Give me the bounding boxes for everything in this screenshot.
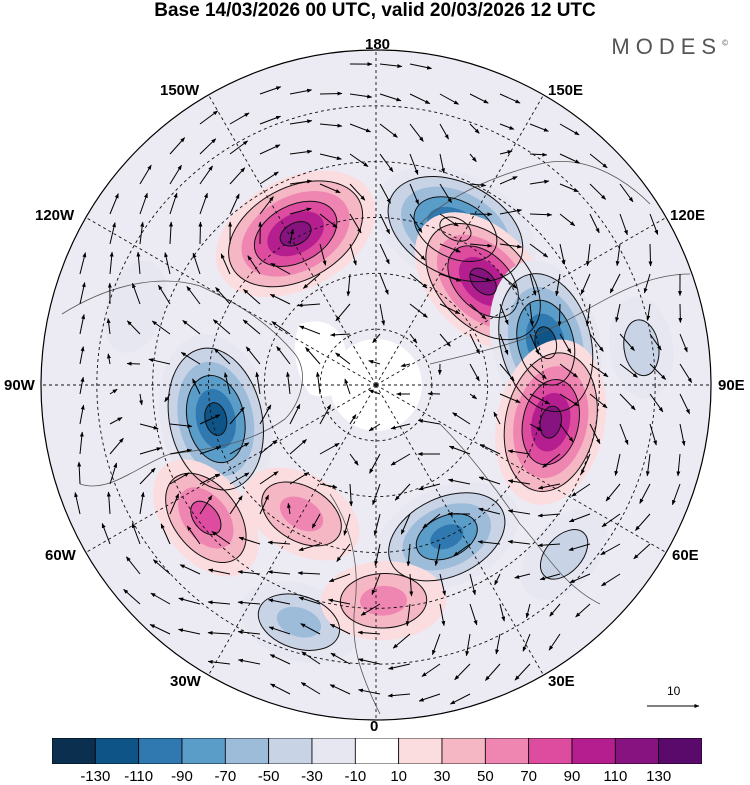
colorbar-swatch [269,738,312,764]
colorbar-swatch [355,738,398,764]
colorbar-swatch [659,738,702,764]
colorbar-swatch [485,738,528,764]
colorbar-tick-label: 110 [603,768,627,785]
lon-label-60e: 60E [672,547,699,564]
reference-vector: 10 [645,684,705,714]
colorbar-tick-label: 10 [390,768,407,785]
lon-label-120e: 120E [670,207,705,224]
colorbar-tick-label: 50 [477,768,494,785]
colorbar-swatch [442,738,485,764]
lon-label-60w: 60W [45,547,76,564]
colorbar-tick-label: 90 [564,768,581,785]
wind-vector [650,244,651,266]
lon-label-0: 0 [370,718,378,735]
map-title: Base 14/03/2026 00 UTC, valid 20/03/2026… [0,0,750,22]
colorbar-tick-label: -110 [124,768,153,785]
colorbar-swatch [529,738,572,764]
colorbar-tick-label: -30 [301,768,323,785]
colorbar-tick-label: 30 [434,768,451,785]
colorbar-tick-label: -50 [258,768,280,785]
lon-label-90e: 90E [718,377,745,394]
colorbar-swatch [95,738,138,764]
colorbar-swatch [52,738,95,764]
colorbar-tick-label: -90 [171,768,193,785]
colorbar-swatch [182,738,225,764]
colorbar-swatch [225,738,268,764]
colorbar [52,738,702,764]
polar-map [0,24,750,724]
colorbar-swatch [312,738,355,764]
wind-vector [320,93,342,94]
colorbar-swatch [615,738,658,764]
colorbar-swatch [572,738,615,764]
colorbar-tick-label: -10 [344,768,366,785]
colorbar-tick-label: 70 [520,768,537,785]
lon-label-120w: 120W [35,207,74,224]
lon-label-30w: 30W [170,673,201,690]
colorbar-tick-label: 130 [646,768,671,785]
lon-label-180: 180 [365,36,390,53]
wind-vector [559,304,560,326]
lon-label-150e: 150E [548,82,583,99]
lon-label-150w: 150W [160,82,199,99]
colorbar-tick-label: -130 [80,768,110,785]
colorbar-swatch [399,738,442,764]
colorbar-tick-label: -70 [214,768,236,785]
lon-label-30e: 30E [548,673,575,690]
colorbar-swatch [139,738,182,764]
lon-label-90w: 90W [4,377,35,394]
